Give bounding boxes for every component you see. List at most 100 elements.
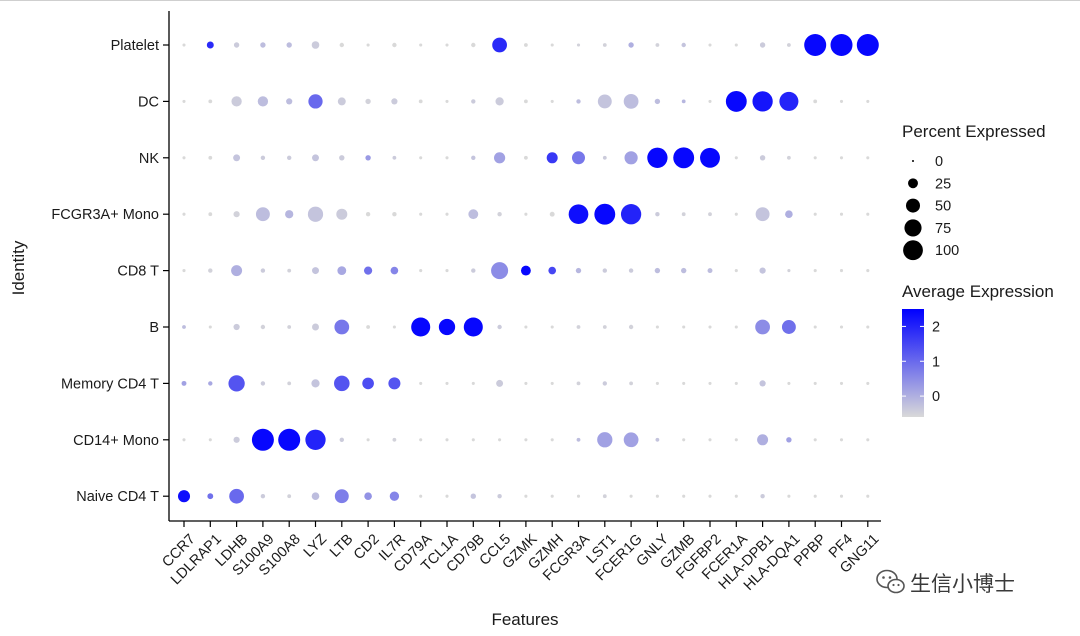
dot-nk-s100a9 [260,155,266,160]
dot-b-cd79b [463,317,483,337]
dot-memory-cd4-t-cd79a [419,381,423,385]
dot-platelet-ccl5 [492,37,507,53]
dot-fcgr3a-mono-ltb [336,208,348,220]
dot-b-lyz [312,323,319,331]
dot-cd8-t-fgfbp2 [707,268,713,274]
dot-platelet-tcl1a [445,43,449,47]
dot-platelet-hla-dpb1 [759,42,766,48]
dot-naive-cd4-t-ccl5 [497,494,502,499]
dot-cd14-mono-gng11 [866,438,870,442]
watermark-text: 生信小博士 [910,573,1015,596]
dot-cd8-t-cd79a [419,269,423,273]
dot-cd8-t-tcl1a [445,269,449,273]
dot-b-fcer1g [628,324,634,330]
dot-memory-cd4-t-ltb [334,375,350,392]
dot-nk-il7r [392,155,397,160]
dot-fcgr3a-mono-gzmh [549,211,555,217]
dot-cd8-t-fcgr3a [575,267,582,274]
dot-fcgr3a-mono-ldhb [233,211,240,218]
dot-dc-il7r [391,98,398,105]
dot-cd8-t-gng11 [866,269,870,273]
size-legend-dot [905,198,921,213]
dot-naive-cd4-t-fcgr3a [576,494,581,498]
dot-platelet-gzmk [523,43,528,47]
dot-nk-fgfbp2 [700,147,720,168]
dot-memory-cd4-t-ccr7 [181,380,187,386]
dot-nk-lst1 [602,155,607,160]
x-tick-label: LTB [327,531,356,560]
dot-platelet-fcer1a [734,43,738,47]
dot-naive-cd4-t-ccr7 [177,490,191,503]
dot-cd14-mono-il7r [392,437,397,442]
dot-platelet-gzmb [681,42,686,48]
dot-cd8-t-s100a8 [287,268,292,273]
dot-fcgr3a-mono-gng11 [866,212,870,216]
dot-cd8-t-ldlrap1 [208,268,213,273]
y-tick-label: CD8 T [117,264,159,280]
dot-memory-cd4-t-pf4 [839,381,844,385]
dot-fcgr3a-mono-ldlrap1 [208,212,213,217]
dot-dc-fcer1a [725,90,747,112]
watermark: 生信小博士 [876,569,1015,596]
size-legend-label: 0 [935,154,943,170]
dot-naive-cd4-t-pf4 [839,494,844,498]
dot-nk-hla-dqa1 [786,155,791,160]
dot-cd8-t-gzmh [548,266,557,275]
dot-cd14-mono-gzmb [682,438,686,442]
dot-nk-gnly [647,147,668,168]
dot-cd14-mono-fcer1a [734,438,738,442]
dot-naive-cd4-t-gzmk [524,494,528,498]
dot-b-gzmb [682,325,686,329]
y-tick-label: B [149,320,159,336]
dot-b-ldhb [233,323,240,331]
dot-fcgr3a-mono-lyz [307,206,324,222]
dot-cd8-t-ccr7 [182,269,186,273]
dot-cd14-mono-fcgr3a [576,437,581,442]
dot-cd14-mono-cd79a [419,438,423,442]
size-legend-label: 25 [935,176,951,192]
dot-memory-cd4-t-ccl5 [496,379,504,387]
dot-platelet-fgfbp2 [708,43,712,47]
dot-cd14-mono-lst1 [597,432,613,448]
dot-platelet-cd79a [419,43,423,47]
dot-nk-ppbp [813,156,817,160]
dot-dc-ppbp [813,99,818,104]
dot-platelet-fcer1g [628,42,634,48]
dot-cd14-mono-s100a9 [251,428,274,451]
dot-naive-cd4-t-gnly [655,494,659,498]
dot-cd8-t-ccl5 [491,262,509,280]
size-legend-dot [904,219,922,237]
dot-platelet-ltb [339,42,344,48]
dot-cd8-t-gnly [654,267,661,274]
dot-dc-gng11 [866,99,870,103]
dot-naive-cd4-t-gzmh [550,494,554,498]
dot-memory-cd4-t-cd2 [362,377,374,390]
top-border [0,0,1080,1]
dot-cd14-mono-cd2 [366,438,370,442]
y-tick-label: NK [139,151,159,167]
dot-cd8-t-fcer1a [734,269,738,273]
dot-platelet-gng11 [856,34,879,56]
dot-fcgr3a-mono-pf4 [839,212,844,216]
dot-dc-ldhb [231,96,242,107]
dot-platelet-cd2 [366,43,370,47]
dot-platelet-pf4 [830,34,853,56]
color-legend-label: 0 [932,389,940,405]
dot-cd8-t-ltb [337,266,347,275]
dot-naive-cd4-t-lst1 [602,494,607,499]
dot-naive-cd4-t-s100a9 [260,494,266,499]
dot-b-gzmk [524,325,528,329]
dot-naive-cd4-t-tcl1a [445,494,449,498]
dot-dc-lyz [308,94,323,109]
dot-cd14-mono-s100a8 [278,428,301,451]
dot-dc-tcl1a [445,99,449,103]
dot-platelet-cd79b [471,42,476,48]
dot-fcgr3a-mono-gnly [655,212,660,217]
dot-memory-cd4-t-s100a8 [287,381,292,386]
dot-b-gzmh [550,325,554,329]
dot-memory-cd4-t-s100a9 [260,381,266,386]
dot-naive-cd4-t-ldlrap1 [207,493,214,500]
dot-fcgr3a-mono-s100a8 [285,210,294,219]
size-legend: Percent Expressed 0 25 50 75 100 [902,122,1046,261]
x-tick-label: CD2 [351,531,383,563]
